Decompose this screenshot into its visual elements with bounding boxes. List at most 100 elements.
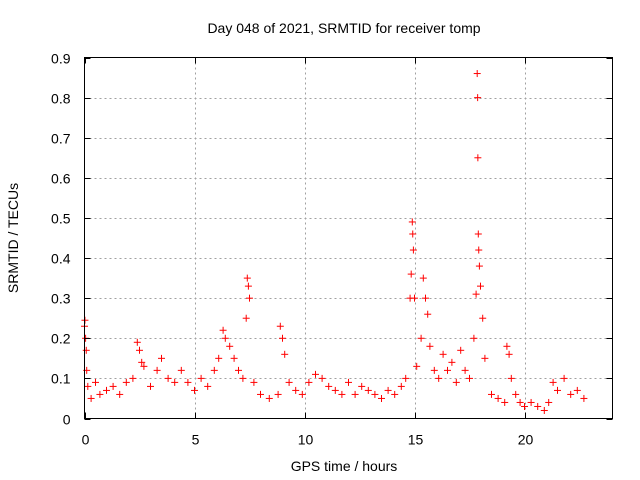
data-point <box>461 366 469 374</box>
x-tick-label: 20 <box>518 432 534 448</box>
data-point <box>331 386 339 394</box>
data-point <box>452 378 460 386</box>
data-point <box>164 374 172 382</box>
data-point <box>439 350 447 358</box>
data-point <box>549 378 557 386</box>
x-tick-label: 15 <box>408 432 424 448</box>
data-point <box>358 382 366 390</box>
data-point <box>230 354 238 362</box>
data-point <box>475 262 483 270</box>
data-point <box>122 378 130 386</box>
data-point <box>470 334 478 342</box>
data-point <box>473 70 481 78</box>
data-point <box>534 402 542 410</box>
data-point <box>197 374 205 382</box>
data-point <box>391 390 399 398</box>
data-point <box>312 370 319 378</box>
data-point <box>82 346 90 354</box>
y-tick-label: 0.6 <box>51 171 71 187</box>
data-point <box>239 374 247 382</box>
data-point <box>424 310 432 318</box>
data-point <box>560 374 568 382</box>
data-point <box>521 402 528 410</box>
data-point <box>507 374 515 382</box>
y-tick-label: 0.4 <box>51 251 71 267</box>
plot-frame <box>84 57 613 419</box>
data-point <box>435 374 443 382</box>
data-point <box>474 154 482 162</box>
data-point <box>371 390 379 398</box>
data-point <box>488 390 495 398</box>
data-point <box>378 394 385 402</box>
data-point <box>475 246 483 254</box>
data-point <box>503 342 511 350</box>
data-point <box>84 382 92 390</box>
data-point <box>448 358 456 366</box>
data-point <box>409 246 417 254</box>
data-point <box>338 390 346 398</box>
data-point <box>147 382 154 390</box>
data-point <box>274 390 282 398</box>
data-point <box>408 218 416 226</box>
x-axis-ticks: 0 5 10 15 20 <box>82 57 534 448</box>
data-point <box>305 378 313 386</box>
data-point <box>191 386 198 394</box>
data-point <box>407 270 415 278</box>
data-point <box>409 230 417 238</box>
data-point <box>325 382 333 390</box>
data-point <box>417 334 425 342</box>
data-point <box>292 386 300 394</box>
data-point <box>413 362 421 370</box>
y-tick-label: 0.5 <box>51 211 71 227</box>
data-point <box>171 378 179 386</box>
data-point <box>430 366 438 374</box>
data-point <box>177 366 185 374</box>
data-point <box>140 362 148 370</box>
data-point <box>138 358 146 366</box>
x-tick-label: 0 <box>82 432 90 448</box>
data-point <box>512 390 520 398</box>
data-point <box>129 374 137 382</box>
data-point <box>402 374 410 382</box>
chart-title: Day 048 of 2021, SRMTID for receiver tom… <box>207 20 480 36</box>
data-point <box>153 366 161 374</box>
data-point <box>285 378 293 386</box>
data-point <box>479 314 487 322</box>
y-tick-label: 0.1 <box>51 371 71 387</box>
data-point <box>474 230 482 238</box>
y-axis-label: SRMTID / TECUs <box>5 183 21 293</box>
y-tick-label: 0.2 <box>51 331 71 347</box>
data-point <box>422 294 429 302</box>
data-point <box>474 94 482 102</box>
data-point <box>221 334 229 342</box>
data-point <box>242 314 250 322</box>
data-point <box>92 378 99 386</box>
data-point <box>116 390 124 398</box>
data-point <box>505 350 513 358</box>
x-tick-label: 5 <box>192 432 200 448</box>
x-tick-label: 10 <box>298 432 314 448</box>
data-point <box>397 382 405 390</box>
data-point <box>345 378 352 386</box>
y-tick-label: 0 <box>63 412 71 428</box>
x-axis-label: GPS time / hours <box>291 458 398 474</box>
data-point <box>554 386 561 394</box>
data-point <box>384 386 392 394</box>
data-point <box>444 366 451 374</box>
data-point <box>109 382 117 390</box>
data-point <box>235 366 242 374</box>
data-point <box>265 394 273 402</box>
data-point <box>298 390 306 398</box>
data-point <box>501 398 509 406</box>
data-point <box>580 394 588 402</box>
data-point <box>243 274 251 282</box>
data-point <box>364 386 372 394</box>
data-point <box>472 290 480 298</box>
data-point <box>573 386 581 394</box>
data-point <box>419 274 427 282</box>
data-point <box>250 378 258 386</box>
data-point <box>411 294 418 302</box>
data-point <box>481 354 489 362</box>
y-axis-ticks: 0 0.1 0.2 0.3 0.4 0.5 0.6 0.7 0.8 0.9 <box>51 51 613 428</box>
